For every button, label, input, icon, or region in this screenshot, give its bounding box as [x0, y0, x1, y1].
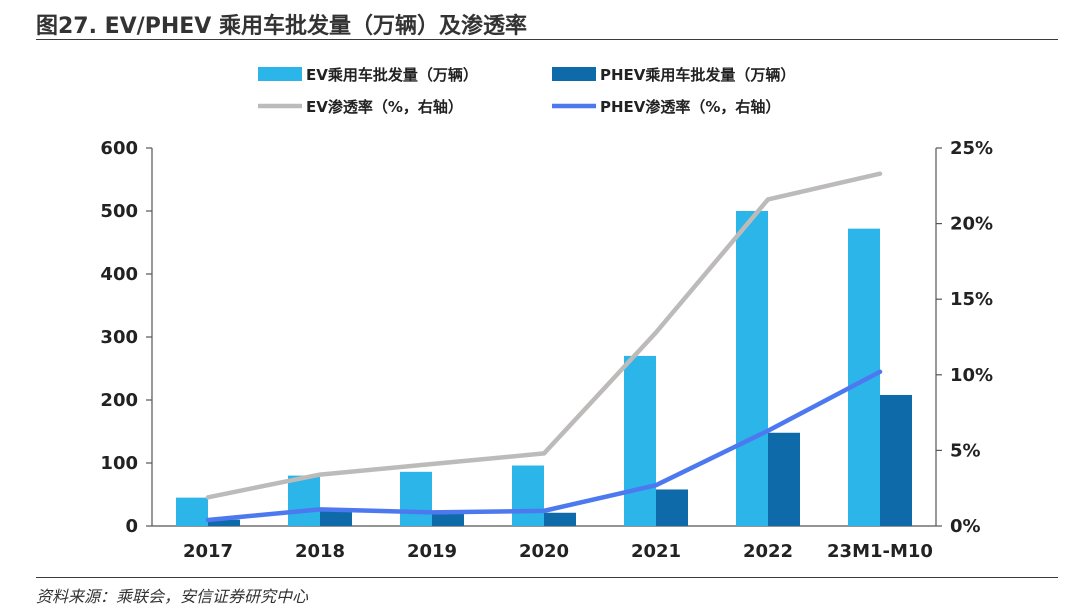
- right-tick-label: 5%: [950, 440, 981, 461]
- x-tick-label: 2021: [631, 541, 681, 562]
- left-tick-label: 100: [100, 453, 138, 474]
- ev-bar: [736, 211, 768, 526]
- legend-phev-line-label: PHEV渗透率（%，右轴）: [600, 98, 780, 116]
- legend-ev-line-label: EV渗透率（%，右轴）: [306, 98, 463, 116]
- legend-ev-bar-label: EV乘用车批发量（万辆）: [306, 66, 478, 84]
- left-tick-label: 400: [100, 264, 138, 285]
- ev-bar: [848, 228, 880, 526]
- phev-penetration-line: [205, 369, 883, 523]
- phev-bar: [768, 432, 800, 526]
- ev-bar: [624, 355, 656, 526]
- chart-title: 图27. EV/PHEV 乘用车批发量（万辆）及渗透率: [36, 14, 527, 39]
- ev-bar: [400, 471, 432, 526]
- left-tick-label: 0: [125, 516, 138, 537]
- x-tick-label: 2019: [407, 541, 457, 562]
- left-tick-label: 600: [100, 138, 138, 159]
- phev-bar: [208, 519, 240, 526]
- left-tick-label: 200: [100, 390, 138, 411]
- phev-bar: [656, 489, 688, 526]
- legend-phev-bar-swatch: [552, 67, 596, 81]
- phev-bar: [544, 512, 576, 526]
- x-axis-labels: 2017 2018 2019 2020 2021 2022 23M1-M10: [183, 541, 933, 562]
- x-tick-label: 2022: [743, 541, 793, 562]
- x-tick-label: 23M1-M10: [827, 541, 933, 562]
- right-tick-label: 25%: [950, 138, 993, 159]
- phev-bar: [880, 394, 912, 526]
- right-tick-label: 15%: [950, 289, 993, 310]
- legend-phev-bar-label: PHEV乘用车批发量（万辆）: [600, 66, 795, 84]
- legend: EV乘用车批发量（万辆） PHEV乘用车批发量（万辆） EV渗透率（%，右轴） PHE…: [258, 66, 795, 116]
- right-tick-label: 0%: [950, 516, 981, 537]
- axes: 0 100 200 300 400 500 600 0% 5% 10% 15% 20% 25%: [100, 138, 993, 537]
- x-tick-label: 2018: [295, 541, 345, 562]
- bars: [176, 211, 912, 526]
- left-tick-label: 300: [100, 327, 138, 348]
- phev-bar: [320, 510, 352, 526]
- phev-bar: [432, 512, 464, 526]
- ev-penetration-line: [205, 171, 883, 500]
- ev-bar: [288, 475, 320, 526]
- legend-ev-bar-swatch: [258, 67, 302, 81]
- source-note: 资料来源：乘联会，安信证券研究中心: [36, 587, 309, 606]
- right-tick-label: 10%: [950, 365, 993, 386]
- title-divider: [36, 39, 1058, 40]
- right-tick-label: 20%: [950, 214, 993, 235]
- ev-bar: [176, 497, 208, 526]
- source-divider: [36, 577, 1058, 578]
- ev-bar: [512, 465, 544, 526]
- x-tick-label: 2017: [183, 541, 233, 562]
- left-tick-label: 500: [100, 201, 138, 222]
- x-tick-label: 2020: [519, 541, 569, 562]
- lines: [205, 171, 883, 523]
